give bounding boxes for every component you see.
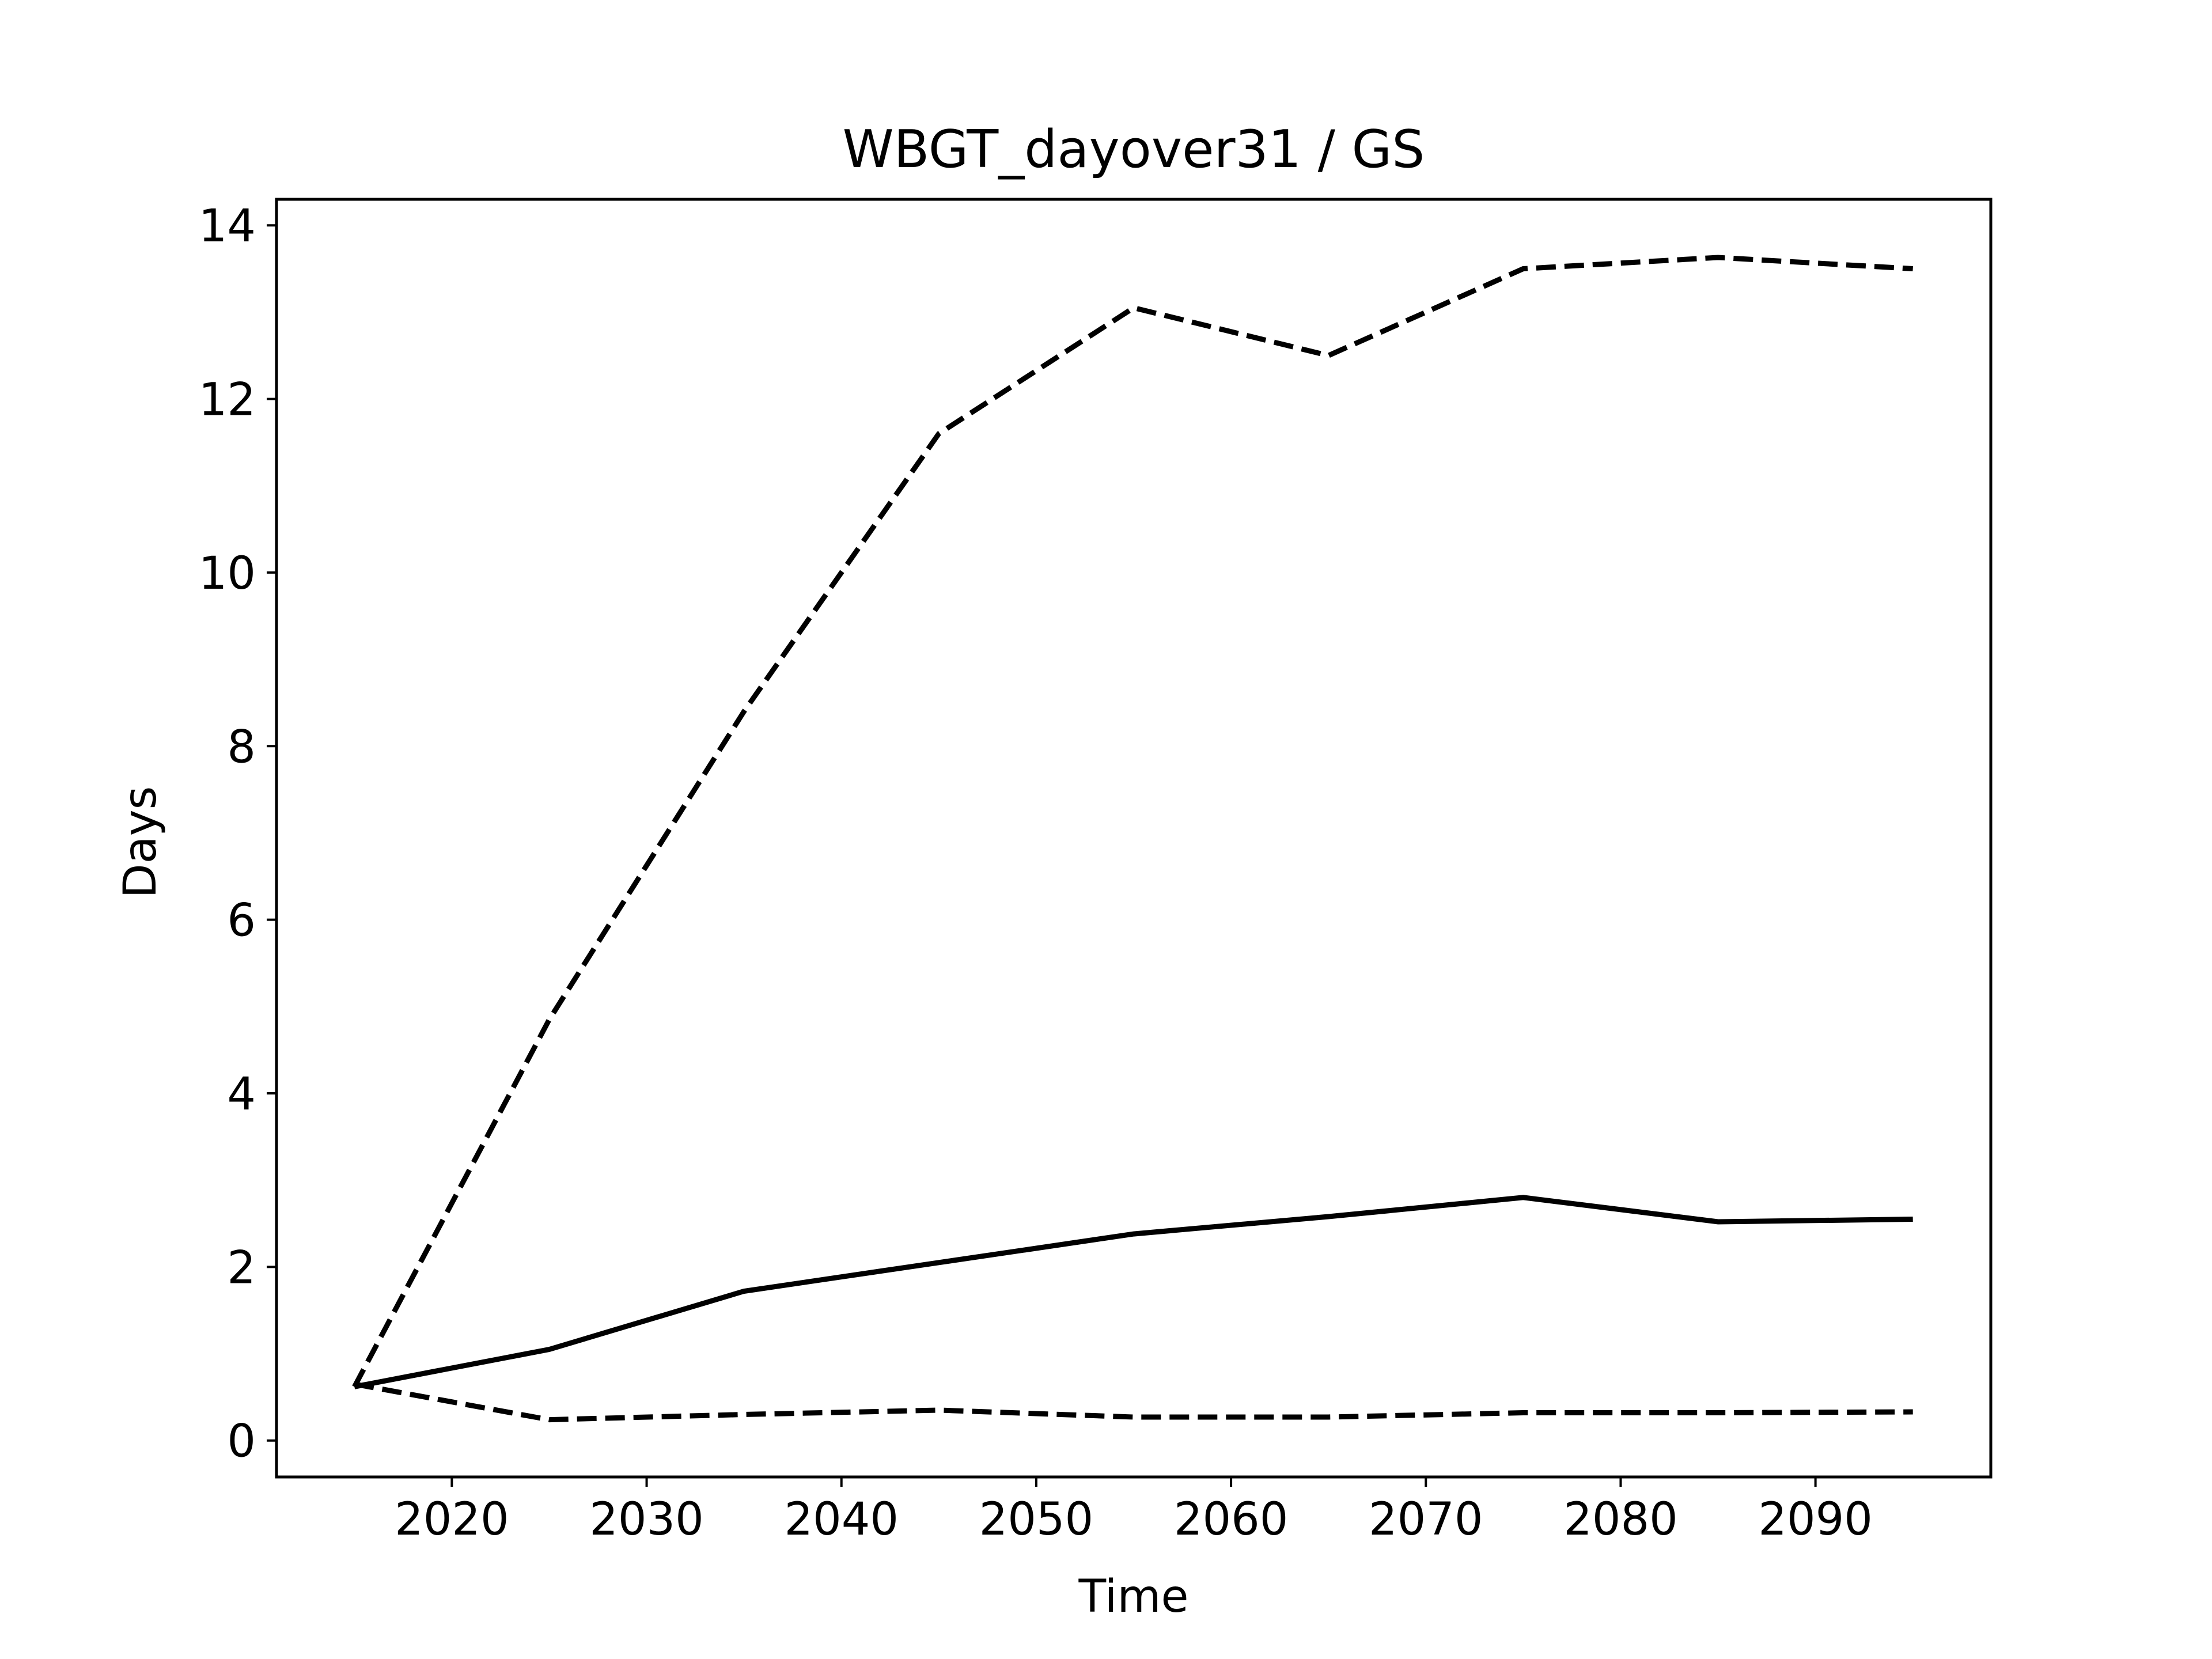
x-tick-label: 2060	[1174, 1494, 1289, 1546]
series-line-1-dashed	[352, 255, 1913, 1388]
y-tick-label: 12	[199, 374, 256, 426]
y-tick-label: 4	[227, 1069, 256, 1120]
x-axis-label: Time	[1078, 1571, 1189, 1623]
y-tick-label: 0	[227, 1416, 256, 1468]
x-tick-label: 2040	[784, 1494, 899, 1546]
series-line-3-dashed	[354, 1381, 1913, 1423]
x-tick-label: 2020	[395, 1494, 509, 1546]
y-tick-label: 8	[227, 721, 256, 773]
y-tick-label: 6	[227, 895, 256, 947]
y-tick-label: 14	[199, 200, 256, 252]
chart-title: WBGT_dayover31 / GS	[843, 119, 1425, 180]
x-axis: 2020 2030 2040 2050 2060 2070 2080 2090	[395, 1477, 1873, 1546]
plot-area-frame	[275, 198, 1993, 1479]
y-axis-label: Days	[115, 786, 166, 899]
y-tick-label: 10	[199, 548, 256, 600]
x-tick-label: 2090	[1758, 1494, 1873, 1546]
series-layer	[352, 255, 1913, 1423]
series-line-2-solid	[354, 1195, 1913, 1389]
x-tick-label: 2050	[979, 1494, 1094, 1546]
x-tick-label: 2080	[1563, 1494, 1678, 1546]
x-tick-label: 2070	[1369, 1494, 1483, 1546]
y-tick-label: 2	[227, 1242, 256, 1294]
y-axis: 0 2 4 6 8 10 12 14	[199, 200, 276, 1468]
x-tick-label: 2030	[589, 1494, 704, 1546]
